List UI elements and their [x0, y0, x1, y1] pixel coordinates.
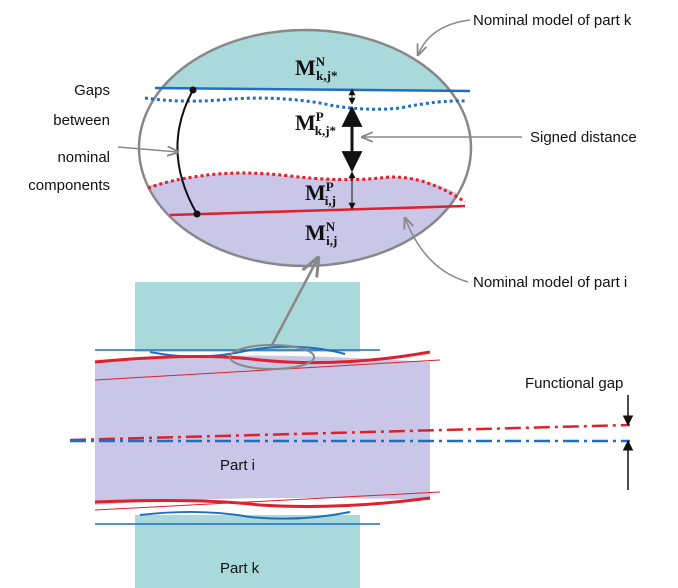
symbol: MN i,j — [305, 219, 337, 248]
zoom-arrow — [270, 258, 318, 346]
zoom-fill — [139, 30, 471, 266]
gaps-label: components — [28, 177, 110, 194]
gaps-label: between — [53, 112, 110, 129]
part-i — [95, 355, 430, 505]
symbol: MN k,j* — [295, 54, 337, 83]
part-k-top — [135, 282, 360, 352]
nominal-line-i — [169, 204, 466, 217]
nominal-line-k — [154, 86, 471, 93]
line — [94, 350, 431, 365]
line — [94, 496, 431, 508]
leader — [405, 218, 469, 283]
line — [94, 491, 441, 511]
dot — [193, 210, 201, 218]
symbol: MP i,j — [305, 179, 336, 208]
line — [139, 510, 351, 520]
leader — [117, 147, 178, 152]
part-k-bottom — [135, 515, 360, 588]
part-label: Part i — [220, 457, 255, 474]
part-line-i — [147, 171, 466, 204]
gaps-label: Gaps — [74, 82, 110, 99]
callout: Nominal model of part k — [473, 12, 632, 29]
part-line-k — [144, 96, 466, 111]
axis-i — [69, 423, 631, 442]
callout: Functional gap — [525, 375, 623, 392]
dot — [189, 86, 197, 94]
symbol: MP k,j* — [295, 109, 336, 138]
gaps-label: nominal — [57, 149, 110, 166]
leader — [418, 19, 471, 55]
callout: Nominal model of part i — [473, 274, 627, 291]
line — [94, 359, 441, 381]
part-label: Part k — [220, 560, 260, 577]
callout: Signed distance — [530, 129, 637, 146]
